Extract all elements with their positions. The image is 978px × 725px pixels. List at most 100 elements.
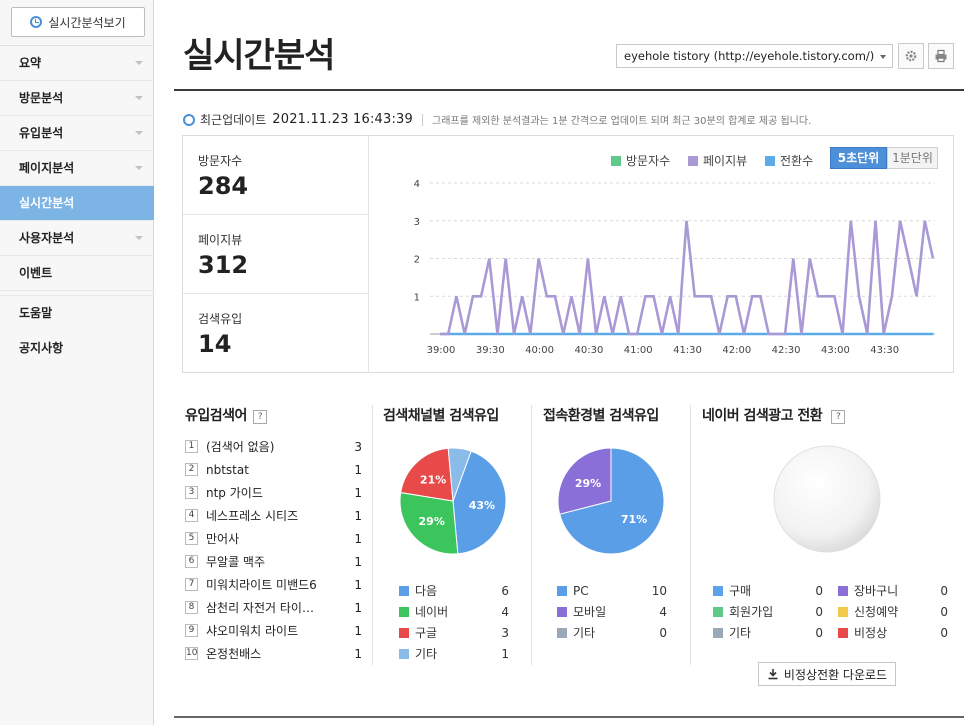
pie-slice-label: 71% — [621, 513, 647, 526]
section-divider — [372, 405, 373, 665]
help-icon[interactable]: ? — [252, 410, 267, 424]
pie-slice — [447, 447, 472, 502]
legend-label: 네이버 — [415, 605, 449, 619]
legend-label: 다음 — [415, 584, 438, 598]
page-title: 실시간분석 — [183, 36, 335, 76]
legend-label: 회원가입 — [729, 605, 774, 619]
sidebar: 실시간분석보기 요약 방문분석 유입분석 페이지분석 실시간분석 사용자분석 이… — [0, 0, 154, 725]
gear-icon — [905, 50, 917, 62]
stat-value: 284 — [198, 172, 249, 200]
keyword-count: 1 — [354, 531, 362, 546]
legend-visitors: 방문자수 — [611, 152, 670, 169]
keyword-row[interactable]: 9 샤오미워치 라이트 1 — [185, 619, 362, 642]
legend-count: 1 — [501, 646, 509, 661]
legend-swatch — [557, 585, 567, 596]
device-title: 접속환경별 검색유입 — [543, 408, 659, 424]
blog-select-dropdown[interactable]: eyehole tistory (http://eyehole.tistory.… — [616, 44, 893, 68]
keyword-row[interactable]: 4 네스프레소 시티즈 1 — [185, 504, 362, 527]
ad-conversion-legend-left: 구매 0 회원가입 0 기타 0 — [713, 580, 823, 643]
legend-swatch — [838, 606, 848, 617]
legend-swatch — [399, 648, 409, 659]
sidebar-item-label: 사용자분석 — [19, 231, 75, 245]
keyword-row[interactable]: 6 무알콜 맥주 1 — [185, 550, 362, 573]
legend-row: 네이버 4 — [399, 601, 509, 622]
keyword-rank: 1 — [185, 440, 198, 453]
legend-count: 6 — [501, 583, 509, 598]
keyword-count: 3 — [354, 439, 362, 454]
sidebar-item-label: 실시간분석 — [19, 196, 75, 210]
chevron-down-icon — [135, 236, 143, 240]
x-tick-label: 40:00 — [525, 345, 554, 356]
legend-count: 10 — [651, 583, 667, 598]
blog-select-value: eyehole tistory (http://eyehole.tistory.… — [624, 49, 875, 63]
sidebar-item-label: 공지사항 — [19, 341, 64, 355]
keyword-count: 1 — [354, 600, 362, 615]
legend-count: 0 — [659, 625, 667, 640]
settings-button[interactable] — [898, 43, 924, 69]
keyword-row[interactable]: 3 ntp 가이드 1 — [185, 481, 362, 504]
sidebar-item-label: 유입분석 — [19, 126, 64, 140]
sidebar-item-event[interactable]: 이벤트 — [0, 256, 154, 291]
sidebar-item-summary[interactable]: 요약 — [0, 46, 154, 81]
sidebar-item-realtime-analysis[interactable]: 실시간분석 — [0, 186, 154, 221]
legend-row: 기타 0 — [557, 622, 667, 643]
keyword-row[interactable]: 5 만어사 1 — [185, 527, 362, 550]
legend-swatch — [765, 155, 775, 166]
legend-count: 0 — [940, 583, 948, 598]
legend-count: 0 — [940, 625, 948, 640]
download-icon — [768, 669, 778, 680]
sidebar-item-notice[interactable]: 공지사항 — [0, 331, 154, 366]
keyword-row[interactable]: 10 온정천배스 1 — [185, 642, 362, 665]
clock-icon — [30, 16, 43, 28]
keyword-row[interactable]: 2 nbtstat 1 — [185, 458, 362, 481]
sidebar-item-inflow-analysis[interactable]: 유입분석 — [0, 116, 154, 151]
sidebar-item-label: 도움말 — [19, 306, 53, 320]
keywords-list: 1 (검색어 없음) 3 2 nbtstat 1 3 ntp 가이드 1 4 네스프레소 시티즈 1 5… — [185, 435, 362, 665]
help-icon[interactable]: ? — [831, 410, 846, 424]
realtime-analysis-button-label: 실시간분석보기 — [48, 15, 126, 30]
keyword-text: 샤오미워치 라이트 — [206, 624, 299, 638]
keyword-count: 1 — [354, 577, 362, 592]
keyword-row[interactable]: 1 (검색어 없음) 3 — [185, 435, 362, 458]
keyword-text: 무알콜 맥주 — [206, 555, 266, 569]
keyword-row[interactable]: 8 삼천리 자전거 타이… 1 — [185, 596, 362, 619]
legend-count: 4 — [659, 604, 667, 619]
legend-swatch — [713, 606, 723, 617]
keywords-title: 유입검색어? — [185, 405, 267, 425]
legend-row: 신청예약 0 — [838, 601, 948, 622]
interval-1m-button[interactable]: 1분단위 — [887, 147, 938, 169]
download-abnormal-conversion-button[interactable]: 비정상전환 다운로드 — [758, 662, 896, 686]
keyword-row[interactable]: 7 미워치라이트 미밴드6 1 — [185, 573, 362, 596]
legend-count: 3 — [501, 625, 509, 640]
sidebar-item-page-analysis[interactable]: 페이지분석 — [0, 151, 154, 186]
x-tick-label: 41:30 — [673, 345, 702, 356]
sidebar-item-help[interactable]: 도움말 — [0, 296, 154, 331]
pie-slice-label: 43% — [469, 499, 495, 512]
print-button[interactable] — [928, 43, 954, 69]
interval-5s-button[interactable]: 5초단위 — [830, 147, 887, 169]
download-button-label: 비정상전환 다운로드 — [783, 667, 888, 682]
keyword-count: 1 — [354, 462, 362, 477]
keyword-rank: 7 — [185, 578, 198, 591]
legend-row: PC 10 — [557, 580, 667, 601]
sidebar-item-visit-analysis[interactable]: 방문분석 — [0, 81, 154, 116]
legend-label: 장바구니 — [854, 584, 899, 598]
x-tick-label: 40:30 — [574, 345, 603, 356]
stat-pageviews: 페이지뷰 312 — [183, 215, 369, 294]
keyword-rank: 10 — [185, 647, 198, 660]
legend-count: 4 — [501, 604, 509, 619]
legend-label: 모바일 — [573, 605, 607, 619]
ad-conversion-title: 네이버 검색광고 전환? — [702, 405, 846, 425]
legend-swatch — [688, 155, 698, 166]
legend-label: 신청예약 — [854, 605, 899, 619]
search-channel-pie-chart: 43% 29% 21% — [399, 447, 507, 555]
sidebar-item-user-analysis[interactable]: 사용자분석 — [0, 221, 154, 256]
section-divider — [531, 405, 532, 665]
realtime-analysis-button[interactable]: 실시간분석보기 — [11, 7, 145, 37]
legend-label: 기타 — [573, 626, 596, 640]
legend-swatch — [611, 155, 621, 166]
sidebar-nav: 요약 방문분석 유입분석 페이지분석 실시간분석 사용자분석 이벤트 도움말 공… — [0, 45, 154, 366]
legend-label: 기타 — [729, 626, 752, 640]
y-tick-label: 4 — [414, 179, 420, 190]
legend-row: 비정상 0 — [838, 622, 948, 643]
